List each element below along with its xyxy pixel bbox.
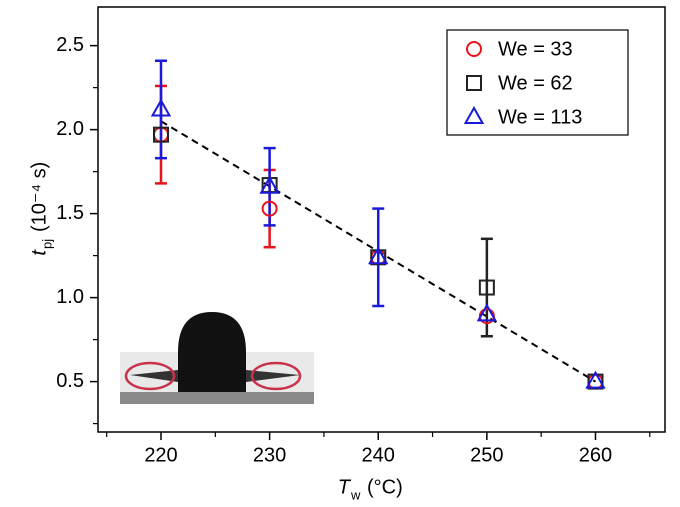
- error-bar: [263, 146, 276, 227]
- marker-square: [466, 75, 482, 91]
- x-subscript: w: [350, 487, 361, 502]
- marker-square: [153, 126, 169, 143]
- x-tick-label: 250: [470, 444, 503, 466]
- y-tick-label: 1.5: [56, 202, 84, 224]
- inset-photo: [120, 312, 314, 404]
- marker-square: [478, 279, 495, 296]
- marker-circle: [466, 41, 482, 57]
- x-axis-label: T w (°C): [338, 476, 403, 502]
- y-tick-label: 2.5: [56, 34, 84, 56]
- marker-triangle: [368, 246, 389, 265]
- x-tick-label: 260: [579, 444, 612, 466]
- y-tick-label: 0.5: [56, 370, 84, 392]
- y-tick-label: 2.0: [56, 118, 84, 140]
- marker-triangle: [150, 98, 172, 117]
- legend-box: [446, 29, 629, 136]
- marker-triangle: [259, 175, 280, 194]
- y-axis-label: t pj (10⁻⁴ s): [28, 162, 54, 256]
- x-tick-label: 230: [253, 444, 286, 466]
- plot-frame: [97, 6, 666, 433]
- y-symbol: t: [28, 249, 50, 256]
- error-bar: [372, 207, 385, 308]
- legend-label: We = 33: [498, 38, 573, 60]
- x-unit: (°C): [367, 476, 403, 498]
- marker-triangle: [463, 105, 485, 124]
- y-unit: (10⁻⁴ s): [28, 162, 50, 232]
- y-subscript: pj: [39, 239, 54, 249]
- x-tick-label: 240: [362, 444, 395, 466]
- legend-label: We = 62: [498, 72, 573, 94]
- x-symbol: T: [338, 476, 352, 498]
- marker-circle: [261, 200, 278, 217]
- x-tick-label: 220: [144, 444, 177, 466]
- legend-label: We = 113: [498, 106, 582, 128]
- y-tick-label: 1.0: [56, 286, 84, 308]
- marker-triangle: [476, 303, 498, 322]
- marker-triangle: [585, 370, 606, 389]
